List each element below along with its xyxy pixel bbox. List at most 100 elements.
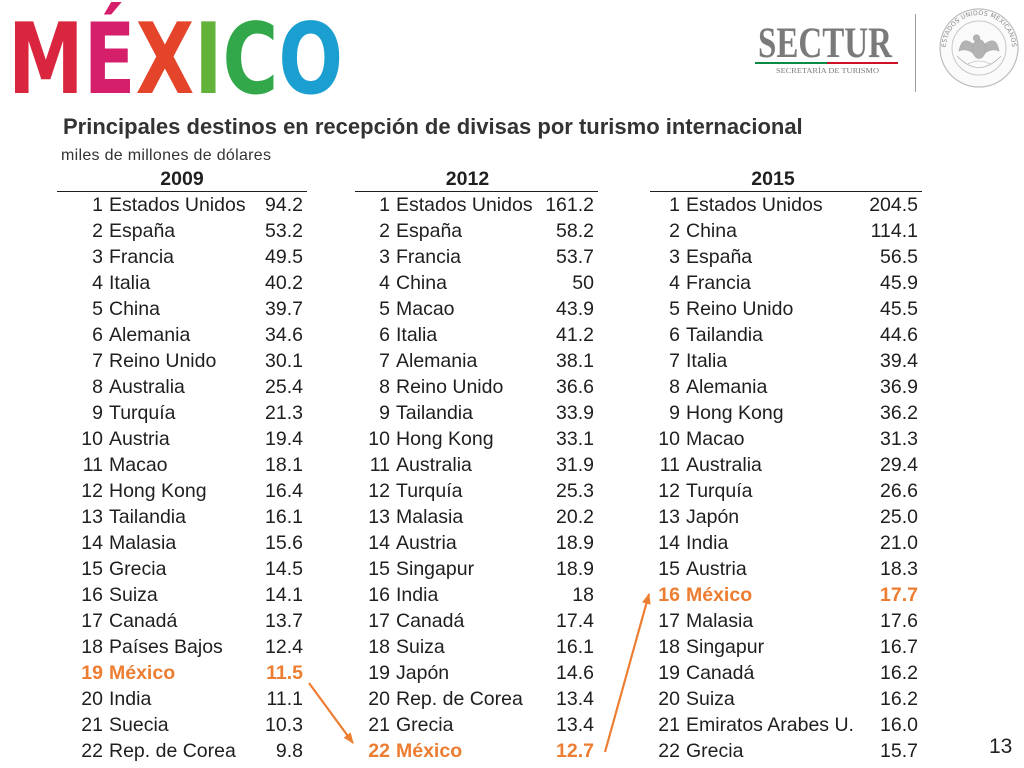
receipts-value: 39.4 bbox=[880, 350, 918, 372]
receipts-value: 33.9 bbox=[556, 402, 594, 424]
country-name: Suiza bbox=[686, 688, 735, 710]
rank-number: 5 bbox=[92, 298, 103, 320]
country-name: España bbox=[396, 220, 463, 242]
country-name: Alemania bbox=[109, 324, 191, 346]
receipts-value: 11.5 bbox=[266, 662, 303, 684]
rank-number: 20 bbox=[658, 688, 680, 710]
receipts-value: 161.2 bbox=[545, 194, 594, 216]
receipts-value: 53.7 bbox=[556, 246, 594, 268]
table-row: 18 Suiza 16.1 bbox=[355, 634, 598, 660]
country-name: Singapur bbox=[686, 636, 765, 658]
rank-number: 10 bbox=[658, 428, 680, 450]
rank-number: 22 bbox=[368, 740, 390, 762]
table-row: 20 Suiza 16.2 bbox=[650, 686, 922, 712]
table-year-header: 2009 bbox=[57, 168, 307, 192]
rank-number: 19 bbox=[368, 662, 390, 684]
eagle-emblem-icon bbox=[956, 34, 1002, 68]
country-name: Macao bbox=[396, 298, 455, 320]
table-row: 15 Grecia 14.5 bbox=[57, 556, 307, 582]
table-row: 5 Reino Unido 45.5 bbox=[650, 296, 922, 322]
country-name: Turquía bbox=[109, 402, 176, 424]
country-name: Turquía bbox=[396, 480, 463, 502]
receipts-value: 13.4 bbox=[556, 714, 594, 736]
rank-number: 7 bbox=[379, 350, 390, 372]
rank-number: 11 bbox=[82, 454, 103, 476]
table-row: 19 Canadá 16.2 bbox=[650, 660, 922, 686]
country-name: México bbox=[396, 740, 463, 762]
table-row: 8 Alemania 36.9 bbox=[650, 374, 922, 400]
rank-number: 10 bbox=[368, 428, 390, 450]
rank-number: 13 bbox=[81, 506, 103, 528]
table-row: 11 Australia 29.4 bbox=[650, 452, 922, 478]
header-divider bbox=[915, 14, 916, 92]
rank-number: 6 bbox=[669, 324, 680, 346]
rank-number: 14 bbox=[81, 532, 103, 554]
country-name: Austria bbox=[109, 428, 170, 450]
logo-letter: É bbox=[84, 2, 136, 100]
country-name: Estados Unidos bbox=[686, 194, 823, 216]
table-row: 9 Hong Kong 36.2 bbox=[650, 400, 922, 426]
receipts-value: 18.3 bbox=[880, 558, 918, 580]
rank-number: 10 bbox=[81, 428, 103, 450]
country-name: Italia bbox=[109, 272, 151, 294]
rank-number: 8 bbox=[379, 376, 390, 398]
country-name: Suiza bbox=[109, 584, 158, 606]
table-row: 7 Italia 39.4 bbox=[650, 348, 922, 374]
rank-number: 18 bbox=[658, 636, 680, 658]
receipts-value: 38.1 bbox=[556, 350, 594, 372]
country-name: Francia bbox=[396, 246, 462, 268]
logo-letter: I bbox=[194, 3, 222, 100]
receipts-value: 53.2 bbox=[265, 220, 303, 242]
table-row: 17 Canadá 17.4 bbox=[355, 608, 598, 634]
country-name: Alemania bbox=[686, 376, 768, 398]
receipts-value: 9.8 bbox=[275, 740, 303, 762]
country-name: Tailandia bbox=[109, 506, 186, 528]
table-row: 5 Macao 43.9 bbox=[355, 296, 598, 322]
receipts-value: 50 bbox=[572, 272, 594, 294]
table-row: 4 Francia 45.9 bbox=[650, 270, 922, 296]
receipts-value: 40.2 bbox=[265, 272, 303, 294]
rank-number: 15 bbox=[658, 558, 680, 580]
country-name: España bbox=[109, 220, 176, 242]
receipts-value: 56.5 bbox=[880, 246, 918, 268]
table-row: 18 Países Bajos 12.4 bbox=[57, 634, 307, 660]
receipts-value: 17.7 bbox=[880, 584, 918, 606]
table-row: 17 Malasia 17.6 bbox=[650, 608, 922, 634]
country-name: Malasia bbox=[686, 610, 754, 632]
country-name: China bbox=[109, 298, 160, 320]
country-name: Suecia bbox=[109, 714, 169, 736]
country-name: Hong Kong bbox=[686, 402, 784, 424]
receipts-value: 19.4 bbox=[265, 428, 303, 450]
country-name: China bbox=[396, 272, 447, 294]
receipts-value: 13.4 bbox=[556, 688, 594, 710]
table-row: 2 China 114.1 bbox=[650, 218, 922, 244]
rank-number: 9 bbox=[669, 402, 680, 424]
rank-number: 3 bbox=[379, 246, 390, 268]
country-name: India bbox=[396, 584, 439, 606]
receipts-value: 16.1 bbox=[556, 636, 594, 658]
rank-number: 3 bbox=[669, 246, 680, 268]
country-name: Japón bbox=[396, 662, 450, 684]
rank-number: 13 bbox=[368, 506, 390, 528]
country-name: Rep. de Corea bbox=[396, 688, 523, 710]
rank-number: 7 bbox=[669, 350, 680, 372]
rank-number: 3 bbox=[92, 246, 103, 268]
rank-number: 9 bbox=[379, 402, 390, 424]
receipts-value: 21.0 bbox=[880, 532, 918, 554]
rank-number: 21 bbox=[658, 714, 680, 736]
table-row: 8 Reino Unido 36.6 bbox=[355, 374, 598, 400]
logo-letter: O bbox=[278, 3, 343, 100]
table-row: 6 Tailandia 44.6 bbox=[650, 322, 922, 348]
country-name: Singapur bbox=[396, 558, 475, 580]
receipts-value: 36.2 bbox=[880, 402, 918, 424]
ranking-table-2015: 2015 1 Estados Unidos 204.5 2 China 114.1 3 Esp… bbox=[650, 168, 922, 764]
country-name: Australia bbox=[109, 376, 185, 398]
rank-number: 2 bbox=[92, 220, 103, 242]
receipts-value: 33.1 bbox=[556, 428, 594, 450]
receipts-value: 21.3 bbox=[265, 402, 303, 424]
country-name: Emiratos Arabes U. bbox=[686, 714, 854, 736]
rank-number: 20 bbox=[81, 688, 103, 710]
country-name: Francia bbox=[109, 246, 175, 268]
table-row: 9 Turquía 21.3 bbox=[57, 400, 307, 426]
ranking-table-2012: 2012 1 Estados Unidos 161.2 2 España 58.2 3 Fra… bbox=[355, 168, 598, 764]
